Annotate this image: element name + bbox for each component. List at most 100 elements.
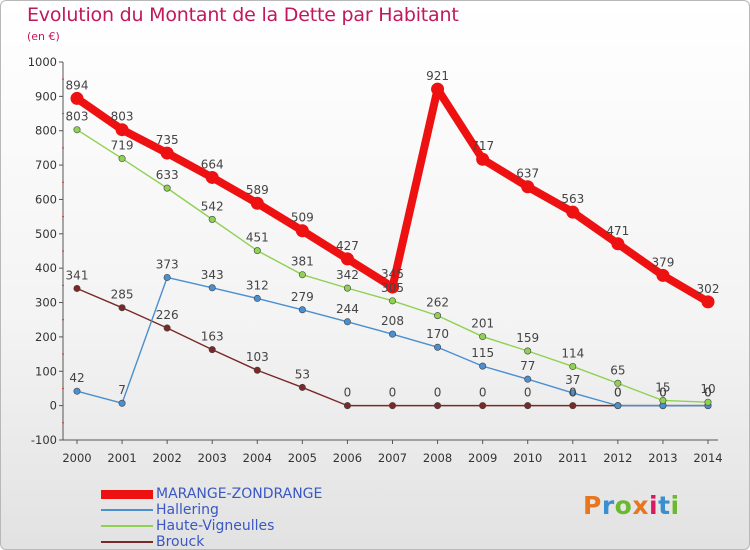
x-tick-label: 2014 — [693, 451, 722, 465]
data-label: 345 — [381, 267, 404, 281]
data-label: 103 — [246, 350, 269, 364]
data-point — [340, 252, 354, 266]
data-label: 0 — [389, 386, 397, 400]
data-point — [73, 387, 81, 395]
data-point — [298, 271, 306, 279]
data-label: 0 — [614, 386, 622, 400]
y-tick-label: 500 — [35, 227, 57, 241]
x-tick-label: 2007 — [378, 451, 407, 465]
y-tick-label: 100 — [35, 364, 57, 378]
data-label: 803 — [111, 110, 134, 124]
data-label: 37 — [565, 373, 580, 387]
data-point — [524, 347, 532, 355]
data-label: 451 — [246, 231, 269, 245]
data-point — [163, 273, 171, 281]
data-label: 633 — [156, 168, 179, 182]
data-label: 0 — [659, 386, 667, 400]
data-label: 53 — [295, 367, 310, 381]
y-tick-label: 300 — [35, 296, 57, 310]
data-label: 115 — [471, 346, 494, 360]
data-label: 719 — [111, 139, 134, 153]
data-point — [434, 343, 442, 351]
x-tick-label: 2000 — [62, 451, 91, 465]
x-tick-label: 2008 — [423, 451, 452, 465]
data-point — [298, 383, 306, 391]
data-label: 381 — [291, 255, 314, 269]
x-tick-label: 2005 — [288, 451, 317, 465]
data-point — [163, 184, 171, 192]
data-label: 471 — [606, 224, 629, 238]
data-label: 208 — [381, 314, 404, 328]
data-label: 0 — [614, 386, 622, 400]
logo-letter: r — [601, 491, 615, 520]
data-point — [208, 284, 216, 292]
data-label: 10 — [700, 382, 715, 396]
data-point — [614, 402, 622, 410]
data-label: 717 — [471, 139, 494, 153]
data-label: 921 — [426, 69, 449, 83]
data-label: 163 — [201, 330, 224, 344]
data-label: 735 — [156, 133, 179, 147]
data-label: 0 — [524, 386, 532, 400]
data-label: 15 — [655, 380, 670, 394]
legend-swatch — [101, 489, 153, 499]
data-point — [431, 82, 445, 96]
data-label: 664 — [201, 157, 224, 171]
x-tick-label: 2011 — [558, 451, 587, 465]
chart-unit: (en €) — [27, 30, 60, 43]
data-label: 341 — [66, 268, 89, 282]
y-tick-label: 200 — [35, 330, 57, 344]
x-tick-label: 2012 — [603, 451, 632, 465]
y-tick-label: 600 — [35, 192, 57, 206]
x-tick-label: 2009 — [468, 451, 497, 465]
data-point — [163, 324, 171, 332]
x-tick-label: 2002 — [153, 451, 182, 465]
data-label: 342 — [336, 268, 359, 282]
data-point — [614, 379, 622, 387]
data-label: 563 — [561, 192, 584, 206]
data-point — [388, 297, 396, 305]
data-label: 379 — [651, 255, 674, 269]
data-point — [479, 333, 487, 341]
data-point — [343, 318, 351, 326]
data-point — [73, 126, 81, 134]
y-tick-label: -100 — [31, 433, 57, 447]
data-point — [205, 170, 219, 184]
data-point — [115, 123, 129, 137]
logo-letter: P — [583, 491, 602, 520]
data-label: 0 — [434, 386, 442, 400]
logo-letter: x — [632, 491, 649, 520]
legend-label: Hallering — [156, 502, 219, 518]
data-point — [479, 362, 487, 370]
x-tick-label: 2003 — [198, 451, 227, 465]
y-tick-label: 400 — [35, 261, 57, 275]
data-label: 0 — [659, 386, 667, 400]
data-point — [659, 396, 667, 404]
data-point — [434, 402, 442, 410]
logo-letter: t — [658, 491, 671, 520]
data-point — [208, 215, 216, 223]
y-tick-label: 0 — [50, 399, 57, 413]
legend-swatch — [101, 525, 153, 527]
data-label: 114 — [561, 346, 584, 360]
legend-item: Brouck — [101, 534, 322, 549]
legend-swatch — [101, 541, 153, 543]
y-tick-label: 800 — [35, 124, 57, 138]
data-point — [479, 402, 487, 410]
data-label: 77 — [520, 359, 535, 373]
data-label: 285 — [111, 288, 134, 302]
data-label: 159 — [516, 331, 539, 345]
data-label: 170 — [426, 327, 449, 341]
data-label: 0 — [704, 386, 712, 400]
legend-item: Hallering — [101, 502, 322, 518]
data-point — [160, 146, 174, 160]
legend-label: MARANGE-ZONDRANGE — [156, 486, 323, 502]
data-label: 0 — [569, 386, 577, 400]
y-tick-label: 700 — [35, 158, 57, 172]
data-label: 0 — [344, 386, 352, 400]
data-label: 302 — [697, 282, 720, 296]
data-point — [208, 346, 216, 354]
y-tick-label: 900 — [35, 89, 57, 103]
data-point — [73, 284, 81, 292]
